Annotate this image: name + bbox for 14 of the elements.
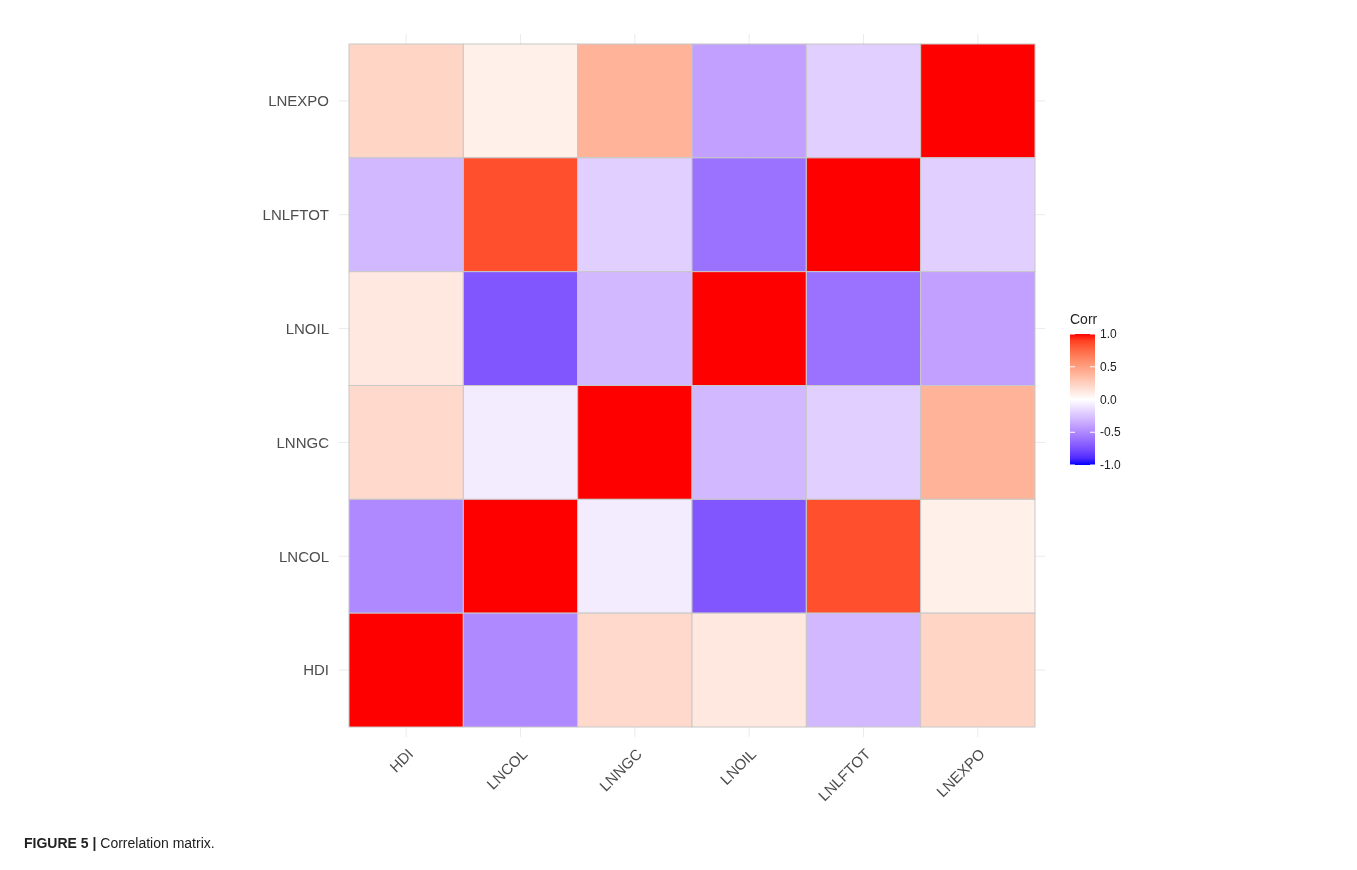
y-tick-label: LNOIL — [285, 319, 329, 337]
color-bar-label: 0.0 — [1100, 392, 1118, 407]
x-tick-label: HDI — [385, 745, 417, 776]
color-bar-title: Corr — [1070, 311, 1098, 327]
caption: FIGURE 5 | Correlation matrix. — [24, 835, 215, 851]
color-bar-label: -0.5 — [1100, 425, 1121, 440]
y-tick-label: LNEXPO — [268, 92, 329, 110]
y-tick-label: HDI — [303, 661, 329, 679]
y-tick-label: LNLFTOT — [262, 206, 329, 223]
color-bar-label: 1.0 — [1100, 327, 1118, 342]
y-tick-label: LNCOL — [278, 547, 329, 565]
color-bar-label: 0.5 — [1100, 359, 1118, 374]
color-bar-label: -1.0 — [1100, 458, 1121, 473]
y-tick-label: LNNGC — [276, 433, 330, 451]
